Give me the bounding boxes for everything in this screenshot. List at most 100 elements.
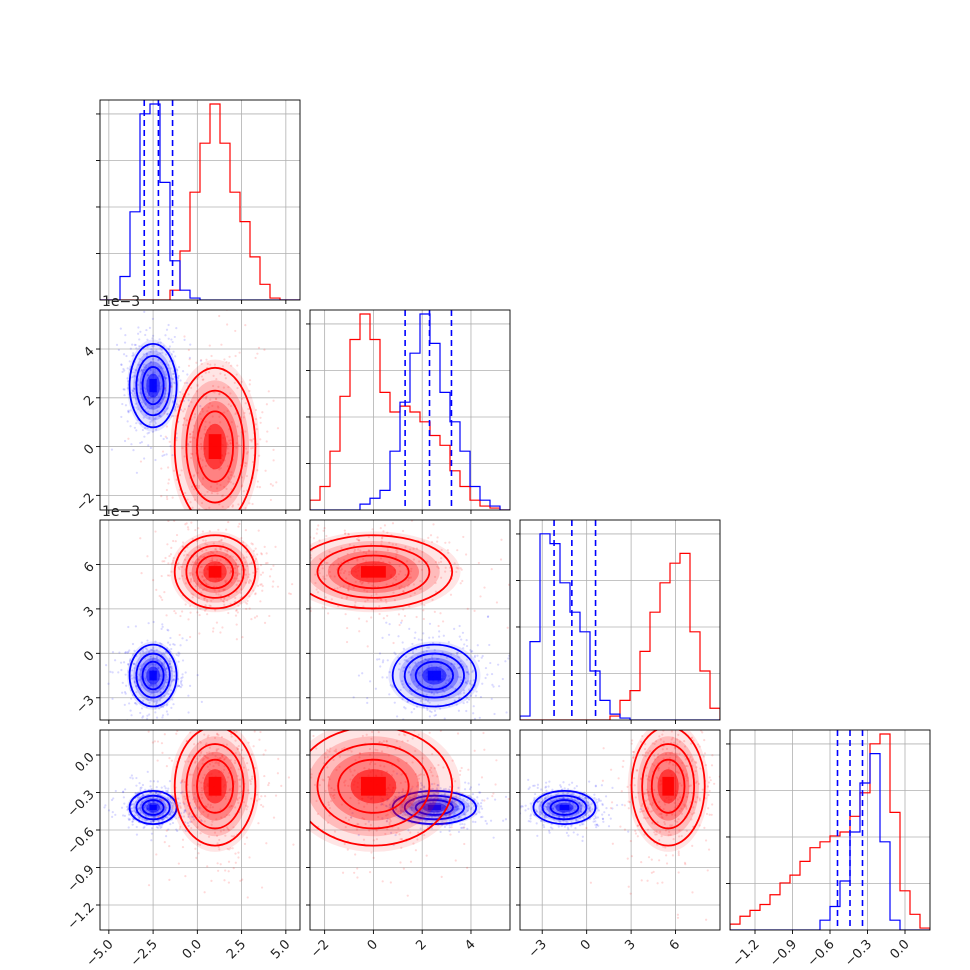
scatter-point: [580, 803, 584, 806]
scatter-point: [467, 782, 470, 785]
scatter-point: [579, 807, 582, 810]
scatter-point: [228, 355, 231, 358]
scatter-point: [370, 543, 373, 546]
scatter-point: [231, 505, 234, 508]
scatter-point: [190, 452, 193, 455]
scatter-point: [248, 562, 251, 565]
scatter-point: [430, 827, 434, 830]
scatter-point: [163, 395, 167, 398]
scatter-point: [479, 816, 483, 819]
scatter-point: [237, 525, 240, 528]
scatter-point: [461, 822, 464, 826]
scatter-point: [257, 822, 260, 825]
scatter-point: [368, 829, 371, 832]
scatter-point: [196, 611, 199, 614]
scatter-point: [165, 328, 169, 331]
scatter-point: [204, 397, 208, 400]
scatter-point: [258, 738, 261, 741]
scatter-point: [235, 558, 238, 561]
scatter-point: [142, 793, 145, 797]
scatter-point: [460, 808, 463, 811]
scatter-point: [562, 816, 565, 819]
scatter-point: [533, 799, 536, 802]
scatter-point: [443, 822, 446, 825]
scatter-point: [121, 691, 124, 694]
scatter-point: [451, 759, 454, 762]
scatter-point: [277, 780, 279, 782]
scatter-point: [196, 673, 199, 677]
scatter-point: [238, 753, 241, 756]
scatter-point: [257, 595, 259, 597]
scatter-point: [417, 831, 420, 834]
scatter-point: [283, 778, 285, 780]
scatter-point: [461, 826, 464, 829]
scatter-point: [641, 734, 644, 738]
scatter-point: [256, 584, 260, 587]
scatter-point: [208, 713, 210, 715]
scatter-point: [434, 713, 438, 717]
scatter-point: [340, 596, 343, 599]
scatter-point: [157, 793, 160, 796]
scatter-point: [607, 825, 611, 828]
density-peak: [360, 776, 386, 796]
scatter-point: [455, 570, 458, 574]
scatter-point: [179, 680, 182, 683]
scatter-point: [165, 675, 169, 679]
scatter-point: [185, 381, 189, 385]
scatter-point: [227, 480, 230, 483]
scatter-point: [415, 685, 419, 688]
scatter-point: [339, 572, 342, 575]
scatter-point: [397, 573, 400, 576]
scatter-point: [430, 788, 433, 791]
scatter-point: [199, 457, 202, 460]
scatter-point: [244, 402, 247, 405]
scatter-point: [413, 797, 417, 801]
scatter-point: [252, 549, 256, 553]
scatter-point: [357, 823, 360, 826]
scatter-point: [456, 653, 459, 656]
scatter-point: [215, 818, 218, 821]
scatter-point: [149, 368, 152, 372]
scatter-point: [149, 361, 153, 364]
scatter-point: [454, 859, 457, 862]
scatter-point: [621, 803, 624, 806]
scatter-point: [176, 405, 180, 408]
scatter-point: [379, 527, 382, 530]
scatter-point: [332, 794, 335, 798]
scatter-point: [135, 347, 138, 350]
scatter-point: [148, 326, 152, 329]
scatter-point: [121, 402, 124, 406]
scatter-point: [403, 814, 407, 817]
scatter-point: [455, 807, 458, 810]
scatter-point: [200, 437, 203, 440]
scatter-point: [389, 819, 392, 823]
contour-line: [173, 534, 257, 610]
scatter-point: [123, 703, 126, 706]
scatter-point: [336, 587, 339, 590]
scatter-point: [227, 611, 230, 615]
scatter-point: [167, 364, 170, 367]
scatter-point: [555, 814, 559, 817]
scatter-point: [237, 435, 240, 438]
scatter-point: [363, 818, 366, 821]
scatter-point: [163, 841, 166, 844]
scatter-point: [156, 816, 160, 819]
scatter-point: [123, 341, 127, 344]
scatter-point: [139, 803, 143, 806]
scatter-point: [711, 803, 714, 806]
scatter-point: [405, 761, 408, 764]
scatter-point: [204, 464, 207, 468]
scatter-point: [185, 419, 188, 422]
scatter-point: [167, 466, 170, 469]
scatter-point: [161, 598, 164, 601]
scatter-point: [129, 347, 132, 350]
scatter-point: [558, 819, 562, 823]
scatter-point: [190, 511, 192, 513]
scatter-point: [291, 825, 293, 827]
scatter-point: [226, 550, 229, 553]
scatter-point: [184, 491, 187, 495]
contour-line: [128, 343, 178, 429]
scatter-point: [167, 806, 170, 809]
scatter-point: [189, 580, 192, 583]
scatter-point: [346, 595, 349, 598]
